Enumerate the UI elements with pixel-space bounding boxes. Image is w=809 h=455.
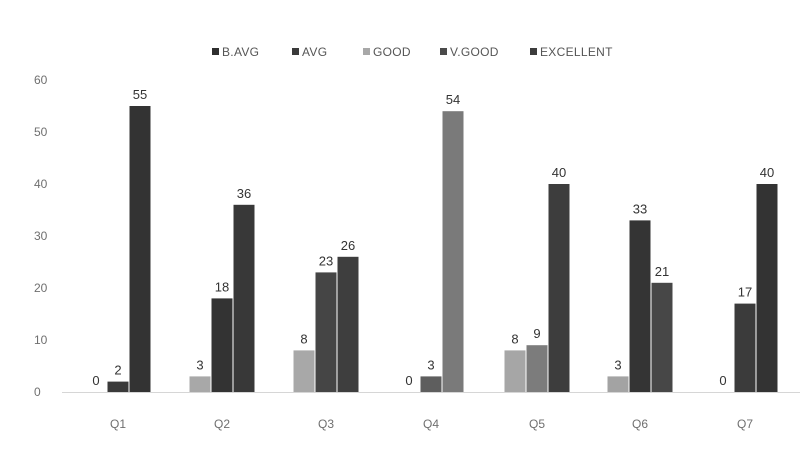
data-label-q1-excellent: 55	[133, 87, 147, 102]
y-tick-label: 30	[34, 229, 48, 243]
legend-swatch-good	[363, 48, 370, 55]
y-tick-label: 0	[34, 385, 41, 399]
legend-label-v-good: V.GOOD	[450, 45, 499, 59]
y-tick-label: 20	[34, 281, 48, 295]
bar-q4-v-good	[420, 376, 442, 392]
data-label-q3-good: 8	[300, 331, 307, 346]
bar-q5-good	[504, 350, 526, 392]
bar-q4-excellent	[442, 111, 464, 392]
data-label-q7-v-good: 17	[738, 285, 752, 300]
legend-swatch-b-avg	[212, 48, 219, 55]
x-tick-label-q3: Q3	[318, 417, 334, 431]
data-label-q2-good: 3	[196, 357, 203, 372]
data-label-q4-good: 0	[405, 373, 412, 388]
x-tick-label-q7: Q7	[737, 417, 753, 431]
data-label-q3-excellent: 26	[341, 238, 355, 253]
legend-swatch-avg	[292, 48, 299, 55]
bar-q1-excellent	[129, 106, 151, 392]
data-label-q7-excellent: 40	[760, 165, 774, 180]
bars	[107, 106, 778, 392]
x-tick-label-q2: Q2	[214, 417, 230, 431]
y-axis: 0 10 20 30 40 50 60	[34, 73, 48, 399]
bar-q2-excellent	[233, 204, 255, 392]
legend-label-excellent: EXCELLENT	[540, 45, 613, 59]
x-tick-label-q1: Q1	[110, 417, 126, 431]
data-label-q2-excellent: 36	[237, 186, 251, 201]
bar-q3-v-good	[315, 272, 337, 392]
bar-q6-v-good	[629, 220, 651, 392]
legend-label-avg: AVG	[302, 45, 327, 59]
data-label-q6-v-good: 33	[633, 201, 647, 216]
bar-q3-good	[293, 350, 315, 392]
data-label-q6-good: 3	[614, 357, 621, 372]
data-label-q6-excellent: 21	[655, 264, 669, 279]
data-label-q1-v-good: 2	[114, 363, 121, 378]
legend: B.AVG AVG GOOD V.GOOD EXCELLENT	[212, 45, 613, 59]
y-tick-label: 60	[34, 73, 48, 87]
data-label-q3-v-good: 23	[319, 253, 333, 268]
data-label-q4-v-good: 3	[427, 357, 434, 372]
bar-q5-excellent	[548, 184, 570, 392]
legend-label-good: GOOD	[373, 45, 411, 59]
bar-q7-v-good	[734, 303, 756, 392]
x-axis: Q1 Q2 Q3 Q4 Q5 Q6 Q7	[62, 392, 800, 431]
x-tick-label-q6: Q6	[632, 417, 648, 431]
data-label-q1-good: 0	[92, 373, 99, 388]
data-label-q7-good: 0	[719, 373, 726, 388]
y-tick-label: 40	[34, 177, 48, 191]
bar-q1-v-good	[107, 381, 129, 392]
y-tick-label: 10	[34, 333, 48, 347]
bar-q3-excellent	[337, 256, 359, 392]
x-tick-label-q4: Q4	[423, 417, 439, 431]
bar-q2-v-good	[211, 298, 233, 392]
x-tick-label-q5: Q5	[529, 417, 545, 431]
y-tick-label: 50	[34, 125, 48, 139]
data-label-q5-good: 8	[511, 331, 518, 346]
legend-swatch-excellent	[530, 48, 537, 55]
bar-q5-v-good	[526, 345, 548, 392]
bar-q6-excellent	[651, 282, 673, 392]
legend-swatch-v-good	[440, 48, 447, 55]
bar-q7-excellent	[756, 184, 778, 392]
bar-q6-good	[607, 376, 629, 392]
bar-q2-good	[189, 376, 211, 392]
legend-label-b-avg: B.AVG	[222, 45, 259, 59]
data-label-q4-excellent: 54	[446, 92, 460, 107]
data-label-q5-v-good: 9	[533, 326, 540, 341]
data-label-q5-excellent: 40	[552, 165, 566, 180]
data-label-q2-v-good: 18	[215, 279, 229, 294]
